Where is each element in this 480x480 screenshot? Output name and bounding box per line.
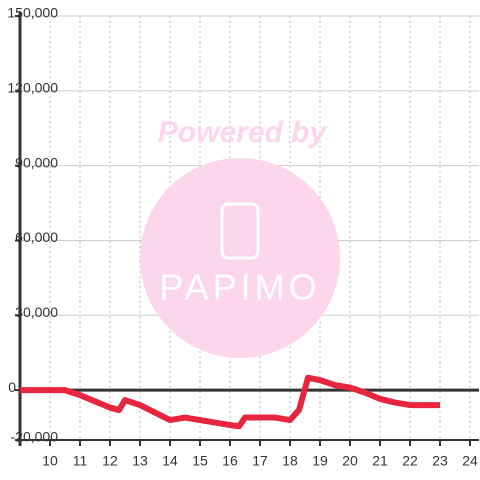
data-line <box>20 374 440 430</box>
watermark-icon <box>220 202 260 260</box>
x-tick-label: 15 <box>192 453 208 469</box>
x-tick-label: 18 <box>282 453 298 469</box>
x-tick-label: 24 <box>462 453 478 469</box>
x-tick-label: 21 <box>372 453 388 469</box>
x-tick-label: 17 <box>252 453 268 469</box>
y-tick-label: 150,000 <box>7 5 58 21</box>
x-tick-label: 13 <box>132 453 148 469</box>
x-tick-label: 19 <box>312 453 328 469</box>
x-tick-label: 12 <box>102 453 118 469</box>
watermark-brand: PAPIMO <box>159 267 320 308</box>
x-tick-label: 11 <box>73 453 88 469</box>
x-tick-label: 23 <box>432 453 448 469</box>
y-tick-label: 60,000 <box>15 229 58 245</box>
x-tick-label: 10 <box>42 453 58 469</box>
x-tick-label: 22 <box>402 453 418 469</box>
x-tick-label: 16 <box>222 453 238 469</box>
y-tick-label: 30,000 <box>15 304 58 320</box>
y-tick-label: 90,000 <box>15 154 58 170</box>
y-tick-label: 0 <box>8 379 16 395</box>
x-tick-label: 14 <box>162 453 178 469</box>
x-tick-label: 20 <box>342 453 358 469</box>
y-tick-label: -20,000 <box>11 429 59 445</box>
y-tick-label: 120,000 <box>7 80 58 96</box>
watermark-top: Powered by <box>158 116 328 149</box>
